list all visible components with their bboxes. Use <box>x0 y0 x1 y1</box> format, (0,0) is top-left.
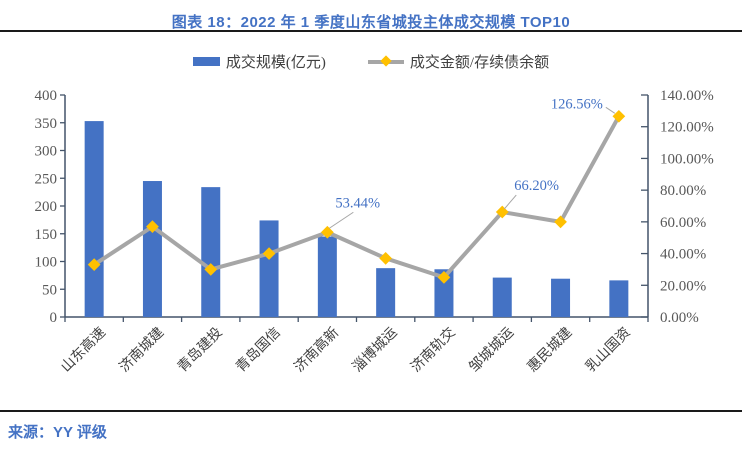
annotation-leader-line <box>605 106 616 114</box>
x-axis-category-label: 惠民城建 <box>524 325 575 376</box>
left-axis-tick-label: 250 <box>35 171 58 187</box>
x-axis-category-label: 济南城建 <box>116 325 167 376</box>
left-axis-tick-label: 150 <box>35 227 58 243</box>
legend-item-bar-series: 成交规模(亿元) <box>192 51 326 72</box>
diamond-marker-淄博城运 <box>379 251 393 265</box>
bar-济南轨交 <box>434 269 454 317</box>
right-axis-tick-label: 60.00% <box>660 215 706 231</box>
chart-legend: 成交规模(亿元) 成交金额/存续债余额 <box>0 51 742 72</box>
bar-邹城城运 <box>492 277 512 317</box>
left-axis-tick-label: 50 <box>42 282 57 298</box>
x-axis-category-label: 淄博城运 <box>349 324 401 376</box>
left-axis-tick-label: 400 <box>35 88 58 104</box>
diamond-marker-济南高新 <box>320 225 334 239</box>
diamond-marker-济南城建 <box>146 220 159 233</box>
right-axis-tick-label: 140.00% <box>660 88 714 104</box>
right-axis-tick-label: 120.00% <box>660 120 714 136</box>
x-axis-category-label: 济南高新 <box>291 324 343 376</box>
data-label: 126.56% <box>551 96 603 112</box>
x-axis-category-label: 邹城城运 <box>466 325 517 376</box>
chart-title: 图表 18：2022 年 1 季度山东省城投主体成交规模 TOP10 <box>171 14 571 31</box>
combo-chart-canvas: 0 50 100 150 200 250 300 350 400 0.00% 20.00% 40.00… <box>35 88 714 376</box>
x-axis-category-label: 山东高速 <box>57 324 109 376</box>
diamond-marker-邹城城运 <box>495 205 509 219</box>
bar-济南城建 <box>142 181 162 317</box>
bar-淄博城运 <box>376 268 396 317</box>
annotation-leader-line <box>503 194 517 210</box>
data-label: 53.44% <box>335 195 380 211</box>
bar-青岛国信 <box>259 220 279 317</box>
top-divider <box>0 30 742 32</box>
left-axis-tick-label: 200 <box>35 199 58 215</box>
right-axis-tick-label: 0.00% <box>660 310 699 326</box>
bar-series-swatch-icon <box>192 56 220 66</box>
bar-惠民城建 <box>551 278 571 317</box>
left-axis-tick-label: 100 <box>35 255 58 271</box>
x-axis-category-label: 乳山国资 <box>583 325 634 376</box>
line-series <box>92 114 621 280</box>
data-label: 66.20% <box>514 178 559 194</box>
bar-山东高速 <box>84 121 104 318</box>
bar-济南高新 <box>317 236 337 317</box>
bar-乳山国资 <box>609 280 629 317</box>
right-axis-tick-label: 100.00% <box>660 151 714 167</box>
legend-bar-label: 成交规模(亿元) <box>225 54 326 71</box>
right-axis-tick-label: 40.00% <box>660 247 706 263</box>
left-axis-tick-label: 0 <box>50 310 58 326</box>
legend-line-label: 成交金额/存续债余额 <box>409 54 550 71</box>
x-axis-category-label: 济南轨交 <box>407 324 459 376</box>
annotation-leader-line <box>329 211 354 229</box>
bottom-divider <box>0 410 742 412</box>
x-axis-category-label: 青岛国信 <box>233 325 284 376</box>
legend-item-line-series: 成交金额/存续债余额 <box>367 51 550 72</box>
bar-青岛建投 <box>201 187 221 317</box>
diamond-marker-济南轨交 <box>437 270 451 284</box>
line-series-swatch-icon <box>367 54 404 67</box>
source-attribution: 来源：YY 评级 <box>8 424 107 441</box>
x-axis-category-label: 青岛建投 <box>175 325 226 376</box>
left-axis-tick-label: 350 <box>35 116 58 132</box>
right-axis-tick-label: 80.00% <box>660 183 706 199</box>
left-axis-tick-label: 300 <box>35 144 58 160</box>
right-axis-tick-label: 20.00% <box>660 278 706 294</box>
